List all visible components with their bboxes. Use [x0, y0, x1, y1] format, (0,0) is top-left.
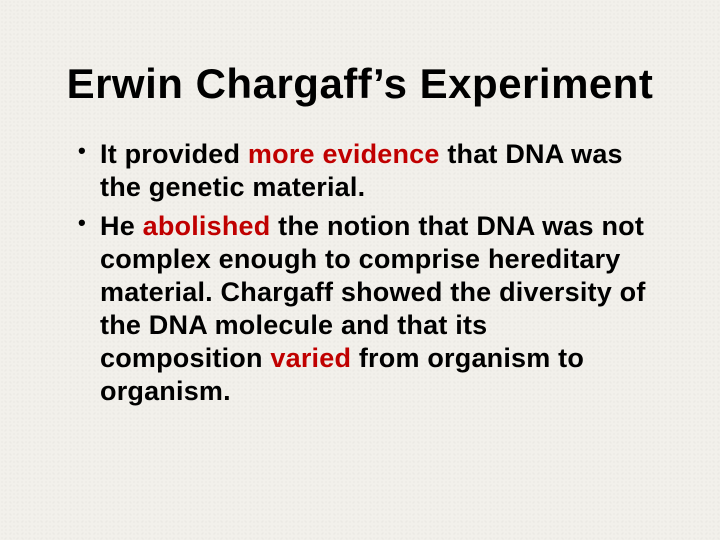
slide: Erwin Chargaff’s Experiment It provided …: [0, 0, 720, 540]
highlight-text: varied: [270, 343, 351, 373]
bullet-list: It provided more evidence that DNA was t…: [60, 138, 660, 408]
slide-title: Erwin Chargaff’s Experiment: [60, 60, 660, 108]
bullet-item: He abolished the notion that DNA was not…: [100, 210, 650, 408]
highlight-text: more evidence: [248, 139, 440, 169]
bullet-item: It provided more evidence that DNA was t…: [100, 138, 650, 204]
highlight-text: abolished: [143, 211, 271, 241]
body-text: He: [100, 211, 143, 241]
body-text: It provided: [100, 139, 248, 169]
